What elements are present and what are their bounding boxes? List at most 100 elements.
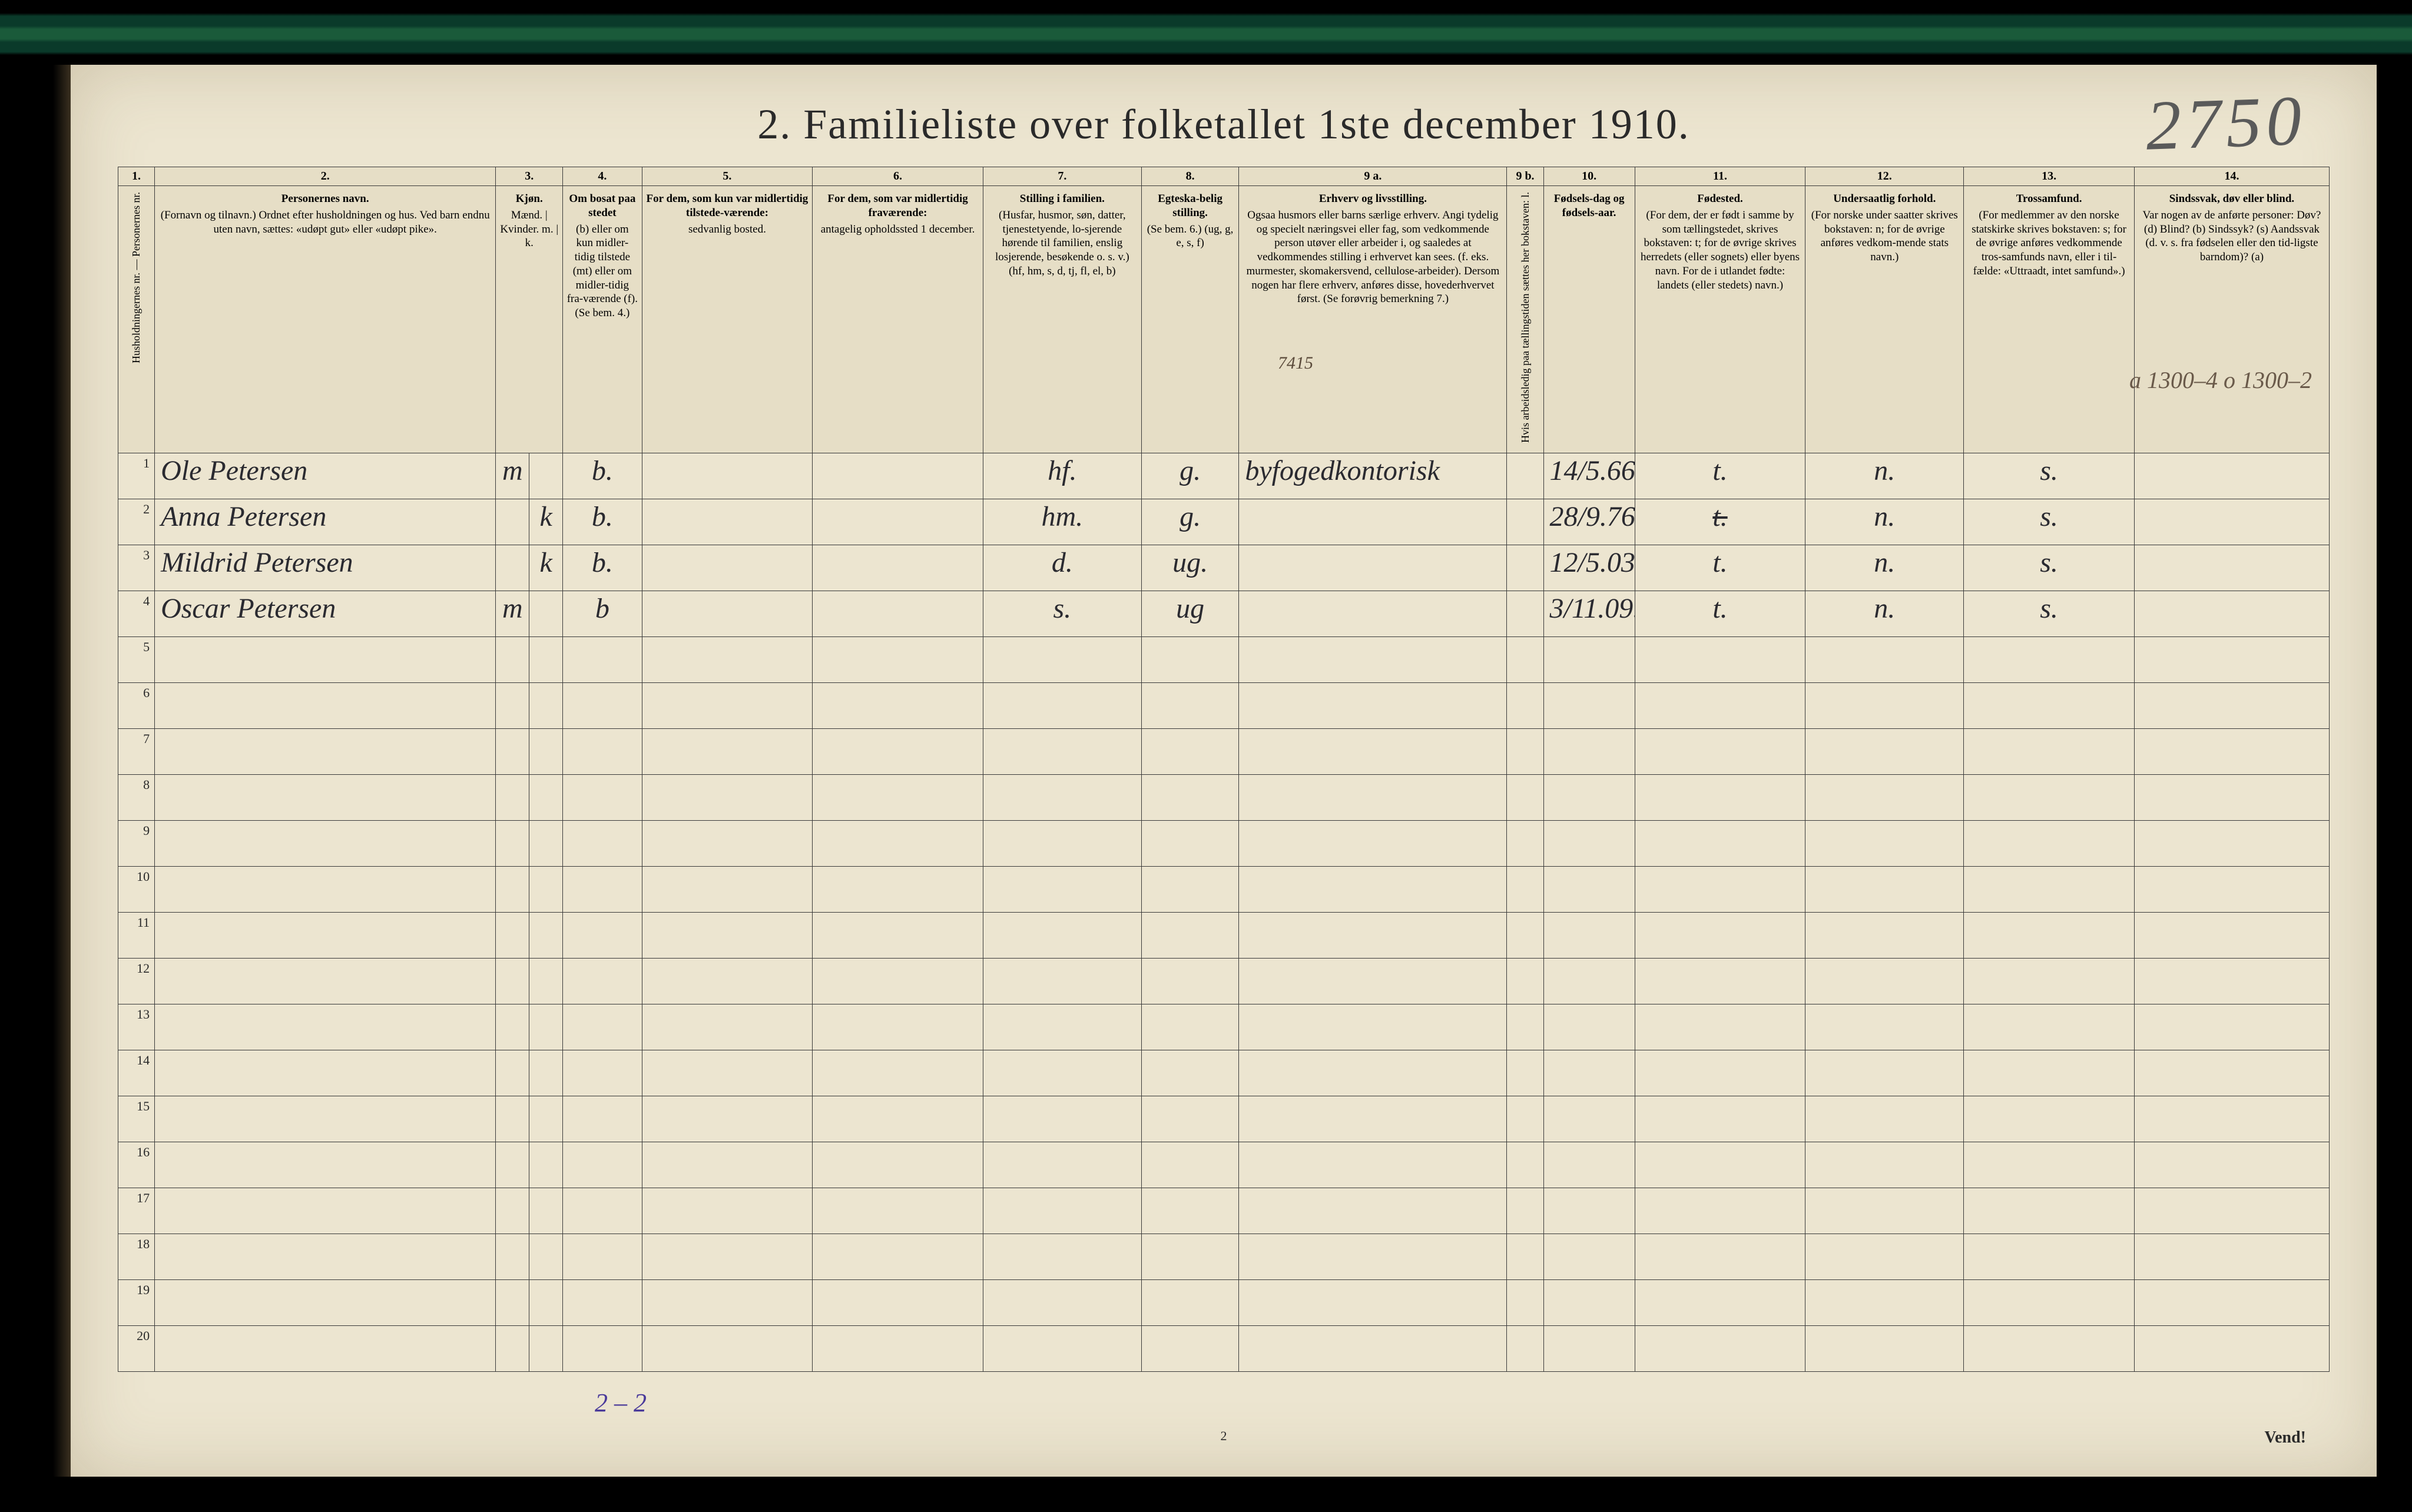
cell-religion: s. <box>1964 499 2135 545</box>
cell-family-position <box>983 774 1141 820</box>
cell-marital <box>1141 774 1239 820</box>
cell-birthplace <box>1635 774 1805 820</box>
colnum-9a: 9 a. <box>1239 167 1507 186</box>
cell-marital: g. <box>1141 453 1239 499</box>
cell-dob <box>1543 1234 1635 1279</box>
cell-dob: 28/9.76 <box>1543 499 1635 545</box>
cell-occupation <box>1239 728 1507 774</box>
cell-birthplace: t. <box>1635 545 1805 591</box>
cell-name <box>155 1188 496 1234</box>
handwritten-page-id: 2750 <box>2145 79 2308 166</box>
cell-sex-m <box>496 1325 529 1371</box>
table-row: 16 <box>118 1142 2330 1188</box>
colnum-9b: 9 b. <box>1507 167 1543 186</box>
cell-religion <box>1964 820 2135 866</box>
cell-dob <box>1543 866 1635 912</box>
colnum-11: 11. <box>1635 167 1805 186</box>
cell-residence <box>563 1279 642 1325</box>
cell-sex-k <box>529 820 563 866</box>
colnum-10: 10. <box>1543 167 1635 186</box>
cell-residence <box>563 820 642 866</box>
cell-sex-m: m <box>496 453 529 499</box>
cell-religion: s. <box>1964 545 2135 591</box>
cell-name: Ole Petersen <box>155 453 496 499</box>
hdr-temp-absent: For dem, som var midlertidig fraværende:… <box>813 186 983 453</box>
table-row: 18 <box>118 1234 2330 1279</box>
cell-sex-k: k <box>529 545 563 591</box>
cell-family-position <box>983 1004 1141 1050</box>
cell-marital <box>1141 958 1239 1004</box>
hdr-family-position: Stilling i familien.(Husfar, husmor, søn… <box>983 186 1141 453</box>
cell-birthplace: t. <box>1635 453 1805 499</box>
cell-occupation <box>1239 774 1507 820</box>
cell-birthplace <box>1635 682 1805 728</box>
cell-family-position <box>983 958 1141 1004</box>
cell-marital <box>1141 1325 1239 1371</box>
cell-disability <box>2134 820 2329 866</box>
cell-marital <box>1141 866 1239 912</box>
cell-temp-present <box>642 866 813 912</box>
cell-sex-k <box>529 958 563 1004</box>
table-row: 14 <box>118 1050 2330 1096</box>
cell-temp-absent <box>813 866 983 912</box>
cell-disability <box>2134 1325 2329 1371</box>
cell-temp-absent <box>813 1279 983 1325</box>
table-row: 11 <box>118 912 2330 958</box>
cell-name: Anna Petersen <box>155 499 496 545</box>
cell-family-position <box>983 1188 1141 1234</box>
cell-temp-present <box>642 958 813 1004</box>
cell-sex-k <box>529 1279 563 1325</box>
cell-sex-k <box>529 1234 563 1279</box>
cell-temp-present <box>642 1004 813 1050</box>
cell-religion <box>1964 1188 2135 1234</box>
cell-temp-present <box>642 591 813 636</box>
hdr-nationality: Undersaatlig forhold.(For norske under s… <box>1805 186 1964 453</box>
cell-nationality <box>1805 1004 1964 1050</box>
cell-name <box>155 774 496 820</box>
cell-nationality <box>1805 1050 1964 1096</box>
cell-sex-m: m <box>496 591 529 636</box>
cell-temp-absent <box>813 1234 983 1279</box>
cell-name: Mildrid Petersen <box>155 545 496 591</box>
cell-nationality <box>1805 1096 1964 1142</box>
cell-residence <box>563 636 642 682</box>
cell-unemployed <box>1507 499 1543 545</box>
cell-dob <box>1543 1096 1635 1142</box>
cell-marital <box>1141 1142 1239 1188</box>
table-row: 15 <box>118 1096 2330 1142</box>
hdr-person-nr-text: Husholdningernes nr. — Personernes nr. <box>130 192 143 363</box>
cell-temp-present <box>642 1096 813 1142</box>
cell-name <box>155 820 496 866</box>
cell-marital <box>1141 636 1239 682</box>
cell-residence <box>563 912 642 958</box>
cell-rownum: 1 <box>118 453 155 499</box>
table-row: 5 <box>118 636 2330 682</box>
hdr-occupation: Erhverv og livsstilling.Ogsaa husmors el… <box>1239 186 1507 453</box>
cell-birthplace <box>1635 912 1805 958</box>
cell-dob <box>1543 636 1635 682</box>
cell-disability <box>2134 1142 2329 1188</box>
cell-birthplace <box>1635 1050 1805 1096</box>
cell-family-position <box>983 1050 1141 1096</box>
cell-birthplace <box>1635 1004 1805 1050</box>
cell-marital <box>1141 912 1239 958</box>
cell-name <box>155 1234 496 1279</box>
cell-residence: b. <box>563 545 642 591</box>
cell-name <box>155 866 496 912</box>
cell-family-position: s. <box>983 591 1141 636</box>
cell-temp-present <box>642 1188 813 1234</box>
hdr-residence: Om bosat paa stedet(b) eller om kun midl… <box>563 186 642 453</box>
table-row: 7 <box>118 728 2330 774</box>
cell-occupation <box>1239 1004 1507 1050</box>
cell-name <box>155 1279 496 1325</box>
cell-dob <box>1543 912 1635 958</box>
page-footer: 2 Vend! <box>71 1428 2377 1447</box>
census-page: 2. Familieliste over folketallet 1ste de… <box>71 65 2377 1477</box>
margin-annotation-right: a 1300–4 o 1300–2 <box>2129 365 2312 396</box>
cell-nationality <box>1805 1234 1964 1279</box>
cell-family-position <box>983 1325 1141 1371</box>
cell-residence <box>563 1142 642 1188</box>
colnum-1: 1. <box>118 167 155 186</box>
cell-sex-m <box>496 1004 529 1050</box>
table-row: 19 <box>118 1279 2330 1325</box>
